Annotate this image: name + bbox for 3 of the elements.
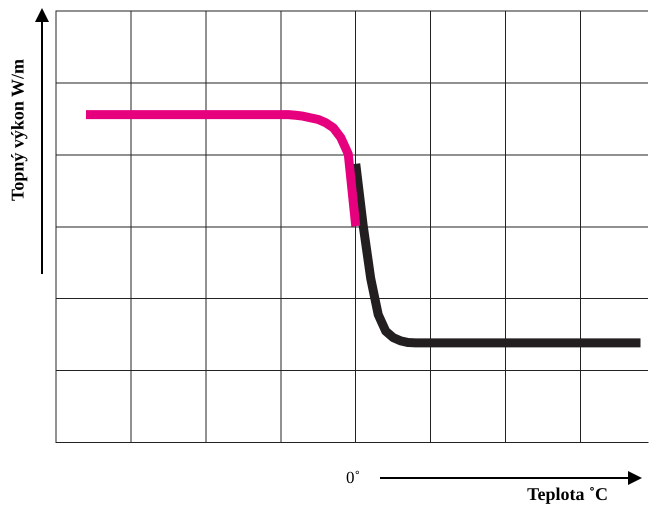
y-axis-title: Topný výkon W/m — [8, 58, 28, 202]
x-axis-title: Teplota ˚C — [527, 484, 608, 505]
text: 0˚ — [346, 468, 360, 488]
